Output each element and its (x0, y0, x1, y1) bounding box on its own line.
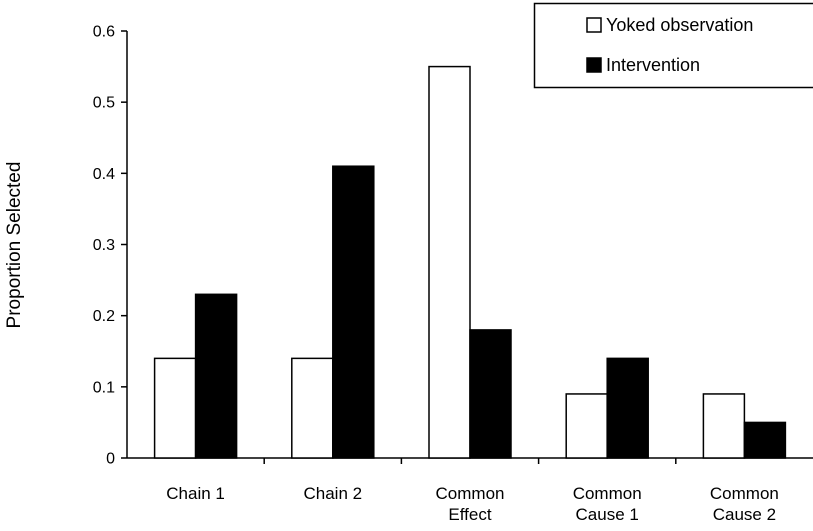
x-tick-label: Common (710, 484, 779, 503)
x-tick-label: Cause 1 (576, 505, 639, 524)
bar-intervention (469, 329, 512, 459)
y-axis-title: Proportion Selected (4, 162, 25, 329)
legend-swatch-intervention (586, 57, 602, 73)
legend-label: Yoked observation (606, 15, 753, 35)
bar-yoked-observation (565, 393, 608, 459)
y-tick-label: 0.5 (93, 95, 115, 112)
x-tick-label: Cause 2 (713, 505, 776, 524)
x-tick-label: Chain 2 (303, 484, 362, 503)
bar-intervention (606, 357, 649, 459)
bar-yoked-observation (291, 357, 334, 459)
bar-yoked-observation (428, 65, 471, 459)
y-tick-labels: 0 0.1 0.2 0.3 0.4 0.5 0.6 (93, 24, 115, 468)
y-tick-label: 0.6 (93, 24, 115, 41)
bar-intervention (194, 293, 238, 459)
x-tick-label: Effect (448, 505, 491, 524)
bar-intervention (332, 165, 375, 459)
bars (153, 65, 787, 459)
legend: Yoked observation Intervention (533, 2, 813, 89)
x-tick-label: Common (436, 484, 505, 503)
bar-intervention (743, 421, 787, 459)
x-tick-label: Common (573, 484, 642, 503)
y-tick-label: 0.2 (93, 308, 115, 325)
y-tick-label: 0.3 (93, 237, 115, 254)
y-tick-label: 0 (106, 451, 115, 468)
legend-swatch-yoked-observation (586, 17, 602, 33)
legend-label: Intervention (606, 55, 700, 75)
x-tick-labels: Chain 1 Chain 2 Common Effect Common Cause 1 C… (166, 484, 779, 524)
y-tick-label: 0.1 (93, 379, 115, 396)
x-tick-label: Chain 1 (166, 484, 225, 503)
y-tick-label: 0.4 (93, 166, 115, 183)
bar-yoked-observation (702, 393, 746, 459)
bar-yoked-observation (153, 357, 197, 459)
legend-box (533, 2, 813, 89)
